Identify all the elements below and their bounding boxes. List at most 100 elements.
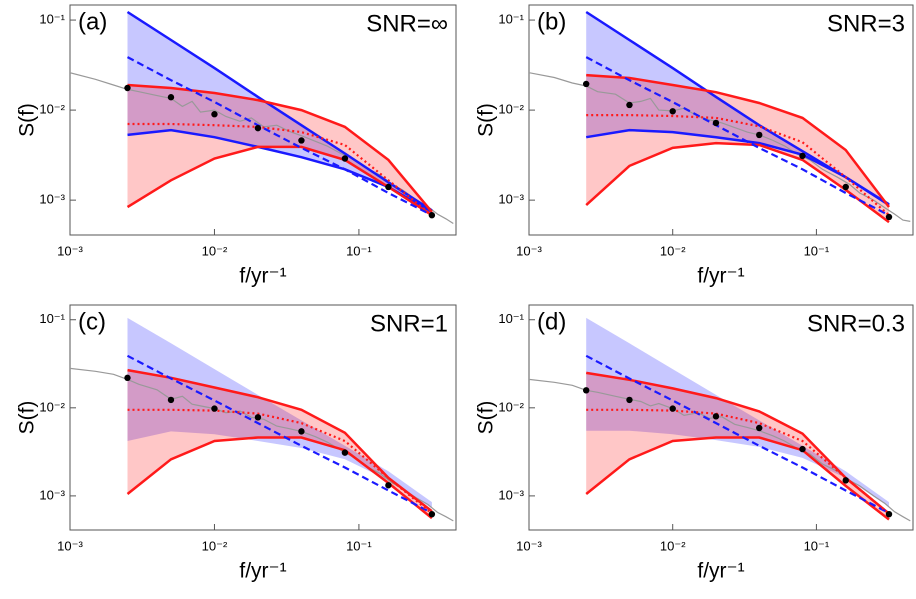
x-tick-label: 10⁻² [202,243,228,258]
data-point [428,510,436,518]
series-line [126,354,433,514]
data-point [385,183,392,191]
y-axis-label: S(f) [16,103,39,137]
plot-area [70,10,454,225]
data-point [669,108,676,115]
band-upper-edge [586,73,890,208]
y-axis-label: S(f) [475,103,498,137]
data-point [885,510,893,518]
data-point [254,414,262,421]
data-point [582,387,590,394]
y-axis-label: S(f) [16,401,39,435]
y-tick-label: 10⁻² [39,399,65,414]
data-point [341,155,349,162]
band-upper-edge [127,83,433,213]
plot-area [70,317,454,522]
data-point [167,396,175,404]
data-point [799,445,806,453]
band-lower-edge [127,128,433,213]
panel-label: (d) [537,308,566,335]
x-tick-label: 10⁻³ [57,538,83,553]
x-tick-label: 10⁻¹ [804,538,830,553]
y-tick-label: 10⁻¹ [39,12,65,27]
y-tick-label: 10⁻¹ [498,311,524,326]
panel: 10⁻³ 10⁻² 10⁻¹ 10⁻³ 10⁻² 10⁻¹ (a) SNR=∞ f/yr⁻¹ S(… [16,4,457,288]
series-line [585,354,890,514]
panel-label: (c) [78,308,106,335]
data-point [799,152,806,160]
data-point [626,101,633,109]
x-tick-label: 10⁻² [660,538,686,553]
band-fill [127,85,432,216]
y-tick-label: 10⁻² [498,399,524,414]
x-tick-label: 10⁻³ [516,243,542,258]
annotation: SNR=3 [827,10,905,37]
series-line [127,408,433,515]
band-fill [586,75,889,223]
band-lower-edge [585,128,890,206]
x-axis-label: f/yr⁻¹ [239,560,286,583]
series-line [585,56,890,217]
plot-frame [69,304,457,531]
x-tick-label: 10⁻¹ [346,243,372,258]
series-line [126,56,433,217]
band-fill [127,317,432,509]
x-axis-label: f/yr⁻¹ [697,560,744,583]
data-point [298,137,305,144]
plot-area [529,10,911,224]
plot-frame [528,304,914,531]
data-point [712,119,720,127]
y-tick-label: 10⁻³ [39,487,65,502]
x-tick-label: 10⁻¹ [346,538,372,553]
x-axis-label: f/yr⁻¹ [697,265,744,288]
data-point [756,131,763,139]
data-point [167,94,175,101]
y-axis-label: S(f) [475,401,498,435]
data-point [626,396,633,404]
panel-label: (a) [78,8,107,35]
band-lower-edge [126,145,433,217]
annotation: SNR=1 [370,310,448,337]
series-line [586,408,890,515]
band-upper-edge [126,10,433,212]
plot-area [529,317,911,522]
data-point [428,212,436,219]
data-point [124,374,131,382]
band-fill [586,372,889,520]
plot-frame [69,4,457,236]
data-point [582,80,590,88]
data-point [669,405,676,412]
band-lower-edge [585,141,890,224]
data-point [885,213,893,221]
x-tick-label: 10⁻¹ [804,243,830,258]
series-line [127,122,433,217]
data-point [842,183,849,191]
data-point [341,449,349,456]
y-tick-label: 10⁻³ [498,487,524,502]
annotation: SNR=0.3 [807,310,905,337]
band-upper-edge [127,368,433,513]
panel: 10⁻³ 10⁻² 10⁻¹ 10⁻³ 10⁻² 10⁻¹ (d) SNR=0.3 f/yr⁻¹… [475,304,914,583]
series-line [529,72,911,222]
x-tick-label: 10⁻³ [57,243,83,258]
data-point [712,413,720,420]
x-axis-label: f/yr⁻¹ [239,265,286,288]
y-tick-label: 10⁻¹ [498,12,524,27]
panel-label: (b) [537,8,566,35]
x-tick-label: 10⁻² [660,243,686,258]
data-point [211,405,218,412]
y-tick-label: 10⁻² [39,102,65,117]
data-point [756,424,763,432]
data-point [211,111,218,118]
data-point [124,84,131,92]
x-tick-label: 10⁻² [202,538,228,553]
y-tick-label: 10⁻² [498,102,524,117]
plot-frame [528,4,914,236]
data-point [254,124,262,132]
band-fill [586,12,889,206]
data-point [842,477,849,484]
x-tick-label: 10⁻³ [516,538,542,553]
band-lower-edge [585,436,890,521]
y-tick-label: 10⁻¹ [39,311,65,326]
